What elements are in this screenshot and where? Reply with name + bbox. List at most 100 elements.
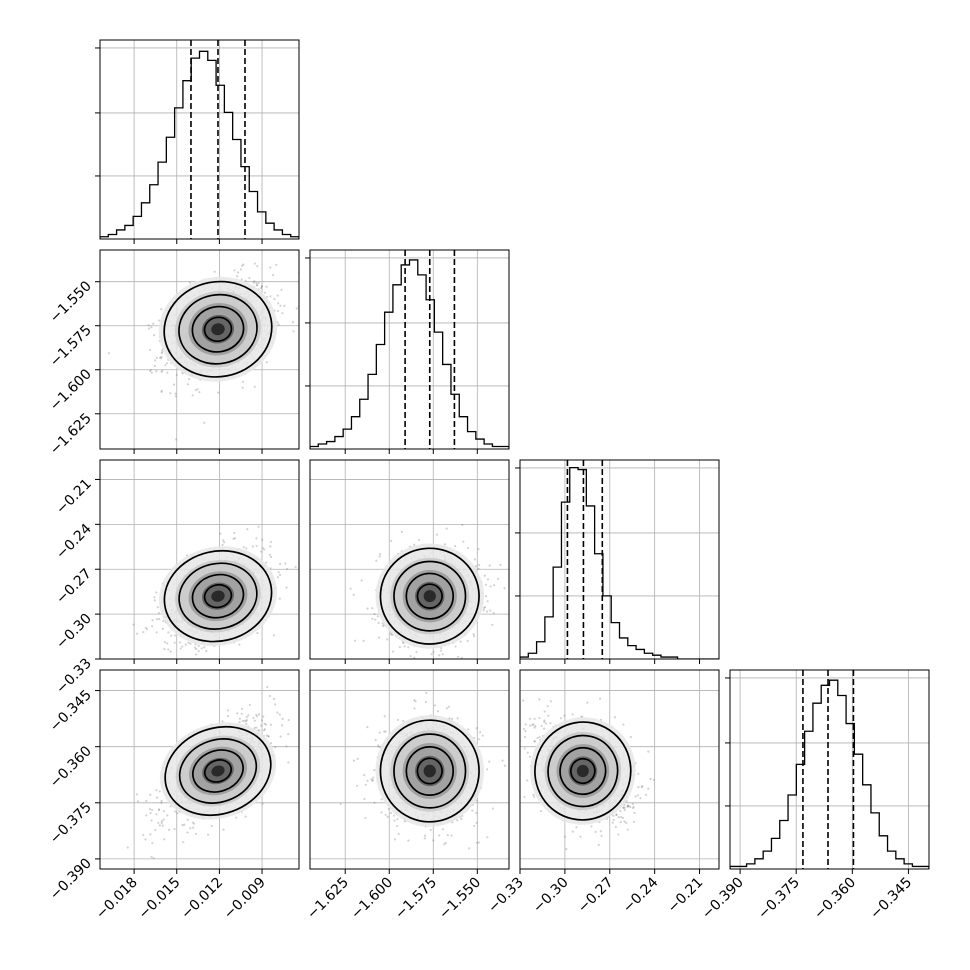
- sample-point: [488, 760, 491, 763]
- xtick-label-1-1: −1.600: [348, 875, 396, 923]
- sample-point: [374, 738, 377, 742]
- sample-point: [184, 643, 187, 646]
- sample-point: [543, 719, 546, 722]
- sample-point: [266, 685, 269, 689]
- sample-point: [132, 623, 135, 626]
- sample-point: [172, 383, 176, 386]
- density-level-2-1-4: [423, 590, 436, 603]
- sample-point: [147, 324, 150, 327]
- sample-point: [265, 734, 268, 737]
- sample-point: [281, 717, 284, 720]
- sample-point: [446, 834, 449, 837]
- sample-point: [377, 744, 380, 747]
- sample-point: [160, 352, 163, 355]
- sample-point: [213, 270, 216, 273]
- panel-0-0: [95, 39, 300, 244]
- sample-point: [149, 369, 152, 373]
- sample-point: [135, 793, 138, 796]
- sample-point: [178, 641, 182, 644]
- sample-point: [153, 599, 156, 602]
- contour-2-1-3: [416, 583, 443, 609]
- sample-point: [533, 795, 536, 798]
- sample-point: [173, 827, 176, 831]
- sample-point: [272, 634, 276, 637]
- contour-3-1-2: [405, 746, 455, 796]
- sample-point: [257, 281, 260, 285]
- sample-point: [166, 814, 169, 817]
- sample-point: [444, 841, 447, 845]
- ytick-label-1-3: −1.550: [47, 278, 95, 326]
- sample-point: [471, 809, 474, 812]
- sample-point: [473, 558, 476, 561]
- sample-point: [163, 838, 166, 841]
- sample-point: [158, 618, 161, 621]
- sample-point: [397, 832, 400, 835]
- sample-point: [107, 352, 111, 355]
- sample-point: [281, 312, 284, 315]
- sample-point: [483, 607, 486, 610]
- sample-point: [398, 645, 401, 649]
- sample-point: [155, 813, 158, 816]
- sample-point: [491, 807, 494, 810]
- sample-point: [360, 579, 363, 582]
- sample-point: [162, 619, 165, 623]
- sample-point: [255, 726, 258, 729]
- sample-point: [371, 779, 374, 782]
- sample-point: [493, 584, 496, 587]
- sample-point: [236, 271, 240, 274]
- sample-point: [238, 643, 241, 646]
- sample-point: [150, 855, 153, 859]
- sample-point: [195, 653, 198, 656]
- sample-point: [402, 719, 405, 723]
- sample-point: [183, 823, 186, 826]
- sample-point: [263, 728, 267, 731]
- sample-point: [279, 562, 282, 566]
- sample-point: [262, 729, 266, 732]
- sample-point: [436, 710, 440, 713]
- sample-point: [169, 805, 172, 808]
- sample-point: [626, 828, 629, 831]
- density-level-1-0-4: [211, 323, 225, 336]
- sample-point: [430, 653, 433, 656]
- ytick-label-2-3: −0.24: [53, 521, 95, 563]
- sample-point: [512, 749, 514, 751]
- sample-point: [247, 714, 250, 717]
- sample-point: [499, 563, 502, 567]
- sample-point: [233, 537, 237, 540]
- sample-point: [233, 531, 236, 535]
- sample-point: [153, 596, 156, 599]
- sample-point: [241, 719, 244, 723]
- sample-point: [236, 275, 239, 278]
- sample-point: [631, 802, 634, 805]
- sample-point: [371, 607, 374, 610]
- contour-3-0-3: [203, 759, 233, 783]
- sample-point: [438, 834, 441, 837]
- sample-point: [378, 745, 381, 749]
- sample-point: [251, 545, 254, 548]
- sample-point: [232, 537, 235, 540]
- sample-point: [453, 545, 457, 548]
- sample-point: [163, 647, 166, 651]
- xtick-label-1-3: −1.550: [436, 875, 484, 923]
- sample-point: [263, 722, 266, 725]
- histogram-1: [310, 259, 509, 449]
- sample-point: [241, 264, 244, 267]
- sample-point: [339, 802, 342, 805]
- sample-point: [349, 587, 352, 590]
- sample-point: [432, 839, 435, 842]
- sample-point: [278, 573, 282, 577]
- sample-point: [145, 627, 149, 631]
- sample-point: [192, 822, 196, 825]
- sample-point: [472, 635, 476, 638]
- sample-point: [376, 615, 379, 618]
- sample-point: [126, 846, 129, 849]
- sample-point: [475, 821, 478, 824]
- sample-point: [396, 824, 399, 828]
- panel-3-1: [309, 669, 510, 874]
- sample-point: [503, 587, 506, 590]
- sample-point: [257, 729, 260, 732]
- sample-point: [462, 540, 465, 543]
- contour-1-0-1: [178, 293, 258, 365]
- sample-point: [636, 794, 639, 797]
